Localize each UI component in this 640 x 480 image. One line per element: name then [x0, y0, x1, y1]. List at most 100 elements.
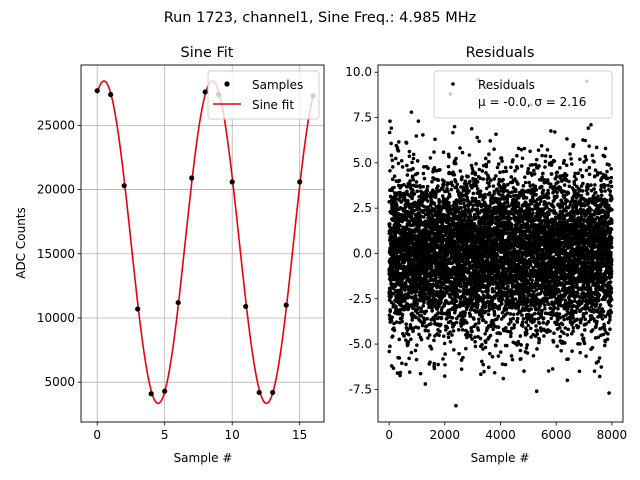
residual-point: [414, 357, 419, 362]
residual-point: [472, 317, 476, 321]
residual-point: [442, 341, 447, 346]
residual-point: [433, 293, 438, 297]
residual-point: [447, 200, 451, 205]
residual-point: [411, 177, 416, 182]
residual-point: [452, 172, 457, 177]
sine-fit-legend-box: [207, 70, 320, 120]
residual-point: [454, 156, 458, 161]
residual-point: [438, 167, 442, 172]
sample-point: [94, 88, 100, 94]
residual-point: [423, 265, 427, 270]
residual-point: [500, 362, 505, 366]
residual-point: [390, 165, 395, 169]
residual-point: [465, 321, 469, 325]
residual-point: [442, 179, 446, 184]
residual-point: [419, 314, 424, 318]
residual-point: [452, 348, 456, 352]
residual-point: [490, 354, 495, 359]
residual-point: [405, 189, 409, 194]
residual-point: [449, 187, 454, 192]
residual-point: [407, 149, 412, 154]
residual-point: [433, 195, 438, 199]
residual-point: [446, 189, 450, 194]
residual-point: [470, 337, 474, 341]
residual-point: [430, 180, 434, 184]
residual-point: [415, 159, 420, 163]
residual-point: [483, 331, 487, 336]
residual-point: [503, 362, 508, 367]
residual-point: [491, 184, 496, 188]
residual-point: [511, 316, 515, 321]
residual-point: [475, 180, 480, 184]
residual-point: [461, 355, 465, 360]
residuals-chart: Residuals 0 2000 4000 6000 8000 -7.5-5.0-2.5…: [345, 45, 627, 465]
residual-point: [415, 311, 420, 315]
residual-point: [508, 312, 513, 316]
residual-point: [398, 223, 402, 228]
residual-point: [479, 372, 483, 377]
residual-point: [411, 152, 416, 157]
sample-point: [121, 183, 127, 189]
residual-point: [403, 288, 407, 292]
residual-point: [496, 162, 501, 166]
residual-point: [509, 331, 513, 336]
y-tick-label: 20000: [37, 183, 75, 197]
residual-point: [457, 351, 461, 356]
residual-point: [432, 317, 437, 321]
residual-point: [432, 366, 437, 371]
residual-point: [508, 246, 513, 250]
residual-point: [410, 160, 414, 165]
residual-point: [511, 312, 516, 317]
residual-point: [495, 165, 500, 170]
residual-point: [391, 302, 396, 306]
residual-point: [498, 170, 502, 175]
residual-point: [484, 164, 489, 169]
residual-point: [429, 347, 434, 351]
residual-point: [465, 185, 469, 190]
residual-point: [417, 227, 421, 232]
residual-point: [519, 357, 523, 361]
residual-point: [498, 350, 503, 354]
residual-point: [408, 261, 413, 265]
residual-point: [483, 340, 488, 345]
residual-point: [404, 322, 408, 326]
residual-point: [509, 175, 514, 179]
residual-point: [432, 202, 437, 206]
sample-point: [283, 302, 289, 308]
x-tick-label: 0: [93, 428, 101, 442]
residual-point: [487, 184, 492, 188]
residual-point: [459, 284, 463, 289]
residual-point: [442, 374, 447, 378]
residual-point: [521, 317, 526, 321]
residual-point: [406, 332, 411, 337]
residual-point: [524, 320, 529, 325]
residual-point: [414, 315, 418, 320]
residual-point: [476, 328, 481, 332]
residual-point: [387, 130, 392, 135]
residual-point: [394, 320, 399, 324]
residual-point: [415, 302, 420, 306]
residual-point: [398, 373, 402, 378]
residual-point: [523, 180, 528, 185]
residual-point: [421, 133, 425, 137]
residual-point: [402, 182, 406, 187]
residual-point: [473, 322, 478, 327]
residual-point: [400, 361, 404, 366]
sample-point: [108, 91, 114, 98]
residual-point: [519, 164, 524, 168]
residual-point: [412, 192, 417, 196]
residual-point: [486, 312, 491, 317]
residual-point: [397, 140, 401, 144]
sine-fit-grid: [81, 65, 324, 422]
residual-point: [475, 207, 480, 212]
residual-point: [404, 214, 409, 219]
residual-point: [415, 189, 420, 194]
residual-point: [405, 173, 410, 177]
residual-point: [432, 361, 437, 366]
residual-point: [396, 149, 401, 153]
residual-point: [523, 175, 527, 179]
residual-point: [455, 182, 460, 187]
residual-point: [515, 166, 520, 170]
residual-point: [400, 316, 404, 320]
